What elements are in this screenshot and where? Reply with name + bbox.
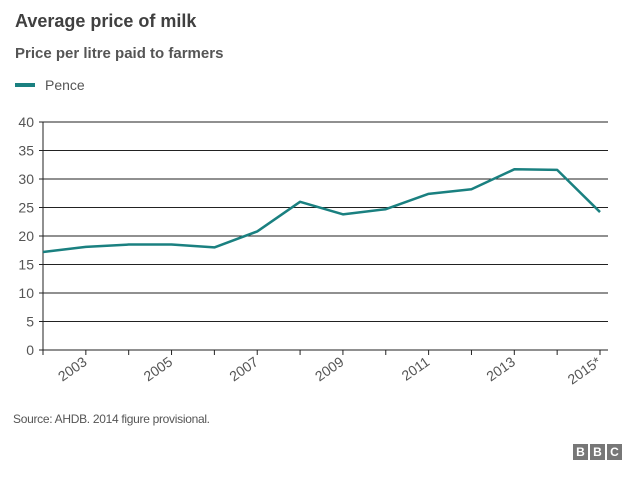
legend-label: Pence	[45, 77, 85, 93]
source-note: Source: AHDB. 2014 figure provisional.	[13, 412, 210, 426]
logo-letter: B	[573, 444, 588, 460]
series-line-pence	[42, 168, 601, 254]
y-tick-label: 10	[18, 285, 34, 301]
legend: Pence	[15, 77, 85, 93]
logo-letter: C	[607, 444, 622, 460]
x-tick-label: 2009	[312, 353, 347, 384]
x-tick-label: 2011	[398, 353, 432, 383]
x-tick-label: 2015*	[565, 353, 605, 387]
y-tick-label: 35	[18, 143, 34, 159]
chart-subtitle: Price per litre paid to farmers	[15, 45, 224, 62]
logo-letter: B	[590, 444, 605, 460]
y-tick-label: 40	[18, 114, 34, 130]
y-tick-label: 30	[18, 171, 34, 187]
y-tick-label: 15	[18, 257, 34, 273]
x-tick-label: 2003	[55, 353, 90, 384]
bbc-logo: B B C	[573, 444, 622, 460]
y-tick-label: 5	[26, 314, 34, 330]
y-tick-label: 20	[18, 228, 34, 244]
y-tick-label: 25	[18, 200, 34, 216]
x-tick-label: 2005	[141, 353, 176, 384]
x-tick-label: 2007	[226, 353, 261, 384]
y-tick-label: 0	[26, 342, 34, 358]
x-tick-label: 2013	[483, 353, 518, 384]
legend-swatch	[15, 83, 35, 87]
chart-title: Average price of milk	[15, 11, 197, 31]
